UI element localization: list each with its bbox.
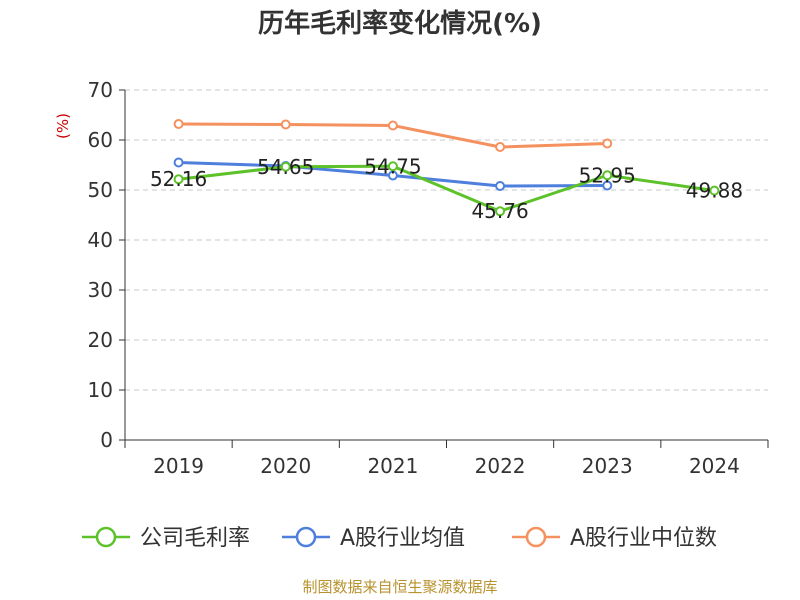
series-layer	[173, 119, 720, 217]
data-point	[280, 119, 291, 130]
x-axis: 2019 2020 2021 2022 2023 2024	[124, 439, 769, 478]
y-tick-label: 10	[88, 378, 113, 402]
data-point	[495, 206, 506, 217]
data-point	[709, 185, 720, 196]
data-label: 49.88	[686, 179, 743, 203]
x-tick-label: 2024	[689, 454, 740, 478]
data-label: 52.16	[150, 167, 207, 191]
y-axis-ticks: 0 10 20 30 40 50 60 70	[88, 78, 126, 452]
legend-label: A股行业中位数	[570, 526, 717, 551]
y-tick-label: 50	[88, 178, 113, 202]
data-labels: 52.16 54.65 54.75 45.76 52.95 49.88	[150, 154, 743, 223]
legend-label: 公司毛利率	[140, 526, 250, 551]
series-line	[178, 164, 715, 213]
data-point	[387, 170, 398, 181]
data-label: 54.75	[364, 154, 421, 178]
data-label: 45.76	[471, 199, 528, 223]
y-tick-label: 20	[88, 328, 113, 352]
legend-marker	[95, 526, 117, 548]
y-tick-label: 70	[88, 78, 113, 102]
x-tick-label: 2019	[153, 454, 204, 478]
x-tick-label: 2020	[260, 454, 311, 478]
data-point	[602, 170, 613, 181]
x-tick-label: 2022	[475, 454, 526, 478]
data-label: 52.95	[579, 163, 636, 187]
data-label: 54.65	[257, 155, 314, 179]
y-tick-label: 40	[88, 228, 113, 252]
legend: 公司毛利率 A股行业均值 A股行业中位数	[82, 526, 717, 551]
x-tick-label: 2021	[367, 454, 418, 478]
data-point	[173, 119, 184, 129]
y-tick-label: 0	[100, 428, 113, 452]
data-point	[173, 174, 184, 185]
y-axis-unit: (%)	[54, 113, 72, 139]
data-point	[495, 142, 506, 152]
y-tick-label: 30	[88, 278, 113, 302]
grid-lines	[125, 89, 768, 391]
data-point	[387, 120, 398, 131]
chart-title: 历年毛利率变化情况(%)	[258, 8, 542, 39]
data-point	[602, 180, 613, 191]
data-point	[602, 138, 613, 149]
y-tick-label: 60	[88, 128, 113, 152]
legend-marker	[525, 526, 547, 548]
data-point	[280, 161, 291, 172]
data-point	[387, 161, 398, 172]
legend-marker	[295, 526, 317, 548]
data-point	[173, 157, 184, 168]
legend-label: A股行业均值	[340, 526, 465, 551]
data-point	[495, 181, 506, 191]
source-note: 制图数据来自恒生聚源数据库	[302, 578, 497, 596]
x-tick-label: 2023	[582, 454, 633, 478]
